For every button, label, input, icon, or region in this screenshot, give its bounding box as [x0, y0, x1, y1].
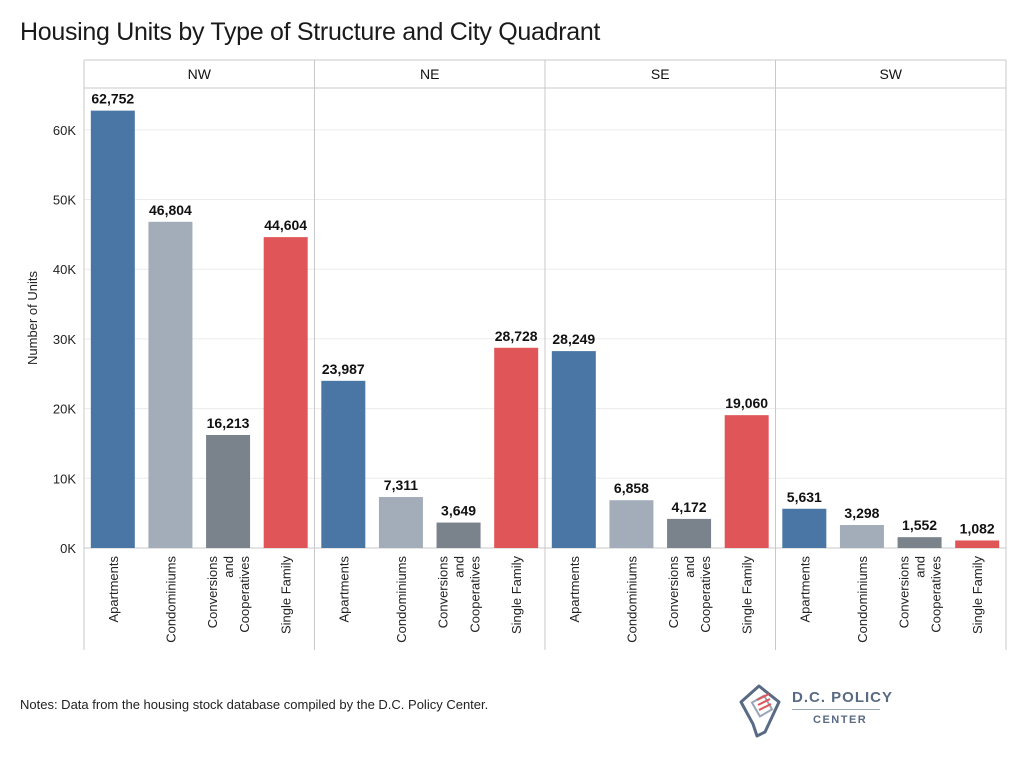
data-label: 44,604 [264, 217, 307, 233]
bar-ne-3 [494, 347, 539, 548]
y-tick-label: 50K [53, 193, 76, 208]
data-label: 3,649 [441, 503, 476, 519]
bar-nw-0 [90, 110, 135, 548]
category-label: Single Family [279, 556, 294, 635]
category-label: Cooperatives [468, 556, 483, 633]
bar-se-1 [609, 500, 654, 548]
dc-policy-center-logo: D.C. POLICY CENTER [735, 680, 895, 740]
y-tick-label: 60K [53, 123, 76, 138]
category-label: Condominiums [855, 556, 870, 643]
category-label: Single Family [509, 556, 524, 635]
data-label: 62,752 [91, 91, 134, 107]
logo-line1: D.C. POLICY [792, 689, 894, 706]
category-label: Conversions [897, 556, 912, 629]
data-label: 16,213 [207, 415, 250, 431]
data-label: 4,172 [672, 499, 707, 515]
y-tick-label: 10K [53, 471, 76, 486]
category-label: Apartments [797, 556, 812, 623]
bar-nw-2 [206, 435, 251, 548]
data-label: 7,311 [384, 477, 418, 493]
category-label: Single Family [740, 556, 755, 635]
data-label: 1,552 [902, 517, 937, 533]
data-label: 19,060 [725, 395, 768, 411]
category-label: Apartments [567, 556, 582, 623]
y-tick-label: 40K [53, 262, 76, 277]
category-label: Conversions [205, 556, 220, 629]
category-label: Apartments [106, 556, 121, 623]
bar-ne-1 [378, 497, 423, 548]
data-label: 1,082 [960, 520, 995, 536]
category-label: Condominiums [163, 556, 178, 643]
chart-title: Housing Units by Type of Structure and C… [20, 18, 601, 46]
bar-se-3 [724, 415, 769, 548]
bar-ne-0 [321, 380, 366, 548]
category-label: Conversions [436, 556, 451, 629]
data-label: 3,298 [844, 505, 879, 521]
category-label: and [682, 556, 697, 578]
category-label: Cooperatives [698, 556, 713, 633]
logo-line2: CENTER [813, 714, 868, 726]
chart: 0K 10K 20K 30K 40K 50K 60K Number of Units NW 62,… [25, 59, 1007, 650]
bar-nw-1 [148, 221, 193, 549]
category-label: Single Family [970, 556, 985, 635]
data-label: 28,728 [495, 328, 538, 344]
y-tick-label: 20K [53, 402, 76, 417]
bar-se-2 [667, 518, 712, 548]
category-label: and [913, 556, 928, 578]
dc-map-icon [739, 684, 781, 738]
bar-ne-2 [436, 522, 481, 548]
y-tick-label: 30K [53, 332, 76, 347]
category-label: and [221, 556, 236, 578]
data-label: 46,804 [149, 202, 192, 218]
bar-se-0 [551, 351, 596, 548]
bar-sw-0 [782, 508, 827, 548]
panel-label-nw: NW [188, 66, 212, 82]
category-label: Cooperatives [929, 556, 944, 633]
category-label: Apartments [336, 556, 351, 623]
category-label: Cooperatives [237, 556, 252, 633]
panel-label-ne: NE [420, 66, 439, 82]
category-label: Condominiums [624, 556, 639, 643]
panel-label-se: SE [651, 66, 670, 82]
notes-text: Notes: Data from the housing stock datab… [20, 697, 489, 712]
category-label: Conversions [666, 556, 681, 629]
category-label: and [452, 556, 467, 578]
bar-sw-2 [897, 537, 942, 548]
y-tick-label: 0K [60, 541, 76, 556]
data-label: 5,631 [787, 489, 822, 505]
bar-nw-3 [263, 237, 308, 548]
category-label: Condominiums [394, 556, 409, 643]
panel-label-sw: SW [879, 66, 902, 82]
data-label: 6,858 [614, 480, 649, 496]
y-axis-title: Number of Units [25, 271, 40, 365]
logo-divider [792, 709, 880, 710]
data-label: 23,987 [322, 361, 365, 377]
bar-sw-1 [839, 525, 884, 548]
data-label: 28,249 [552, 331, 595, 347]
bar-sw-3 [955, 540, 1000, 548]
